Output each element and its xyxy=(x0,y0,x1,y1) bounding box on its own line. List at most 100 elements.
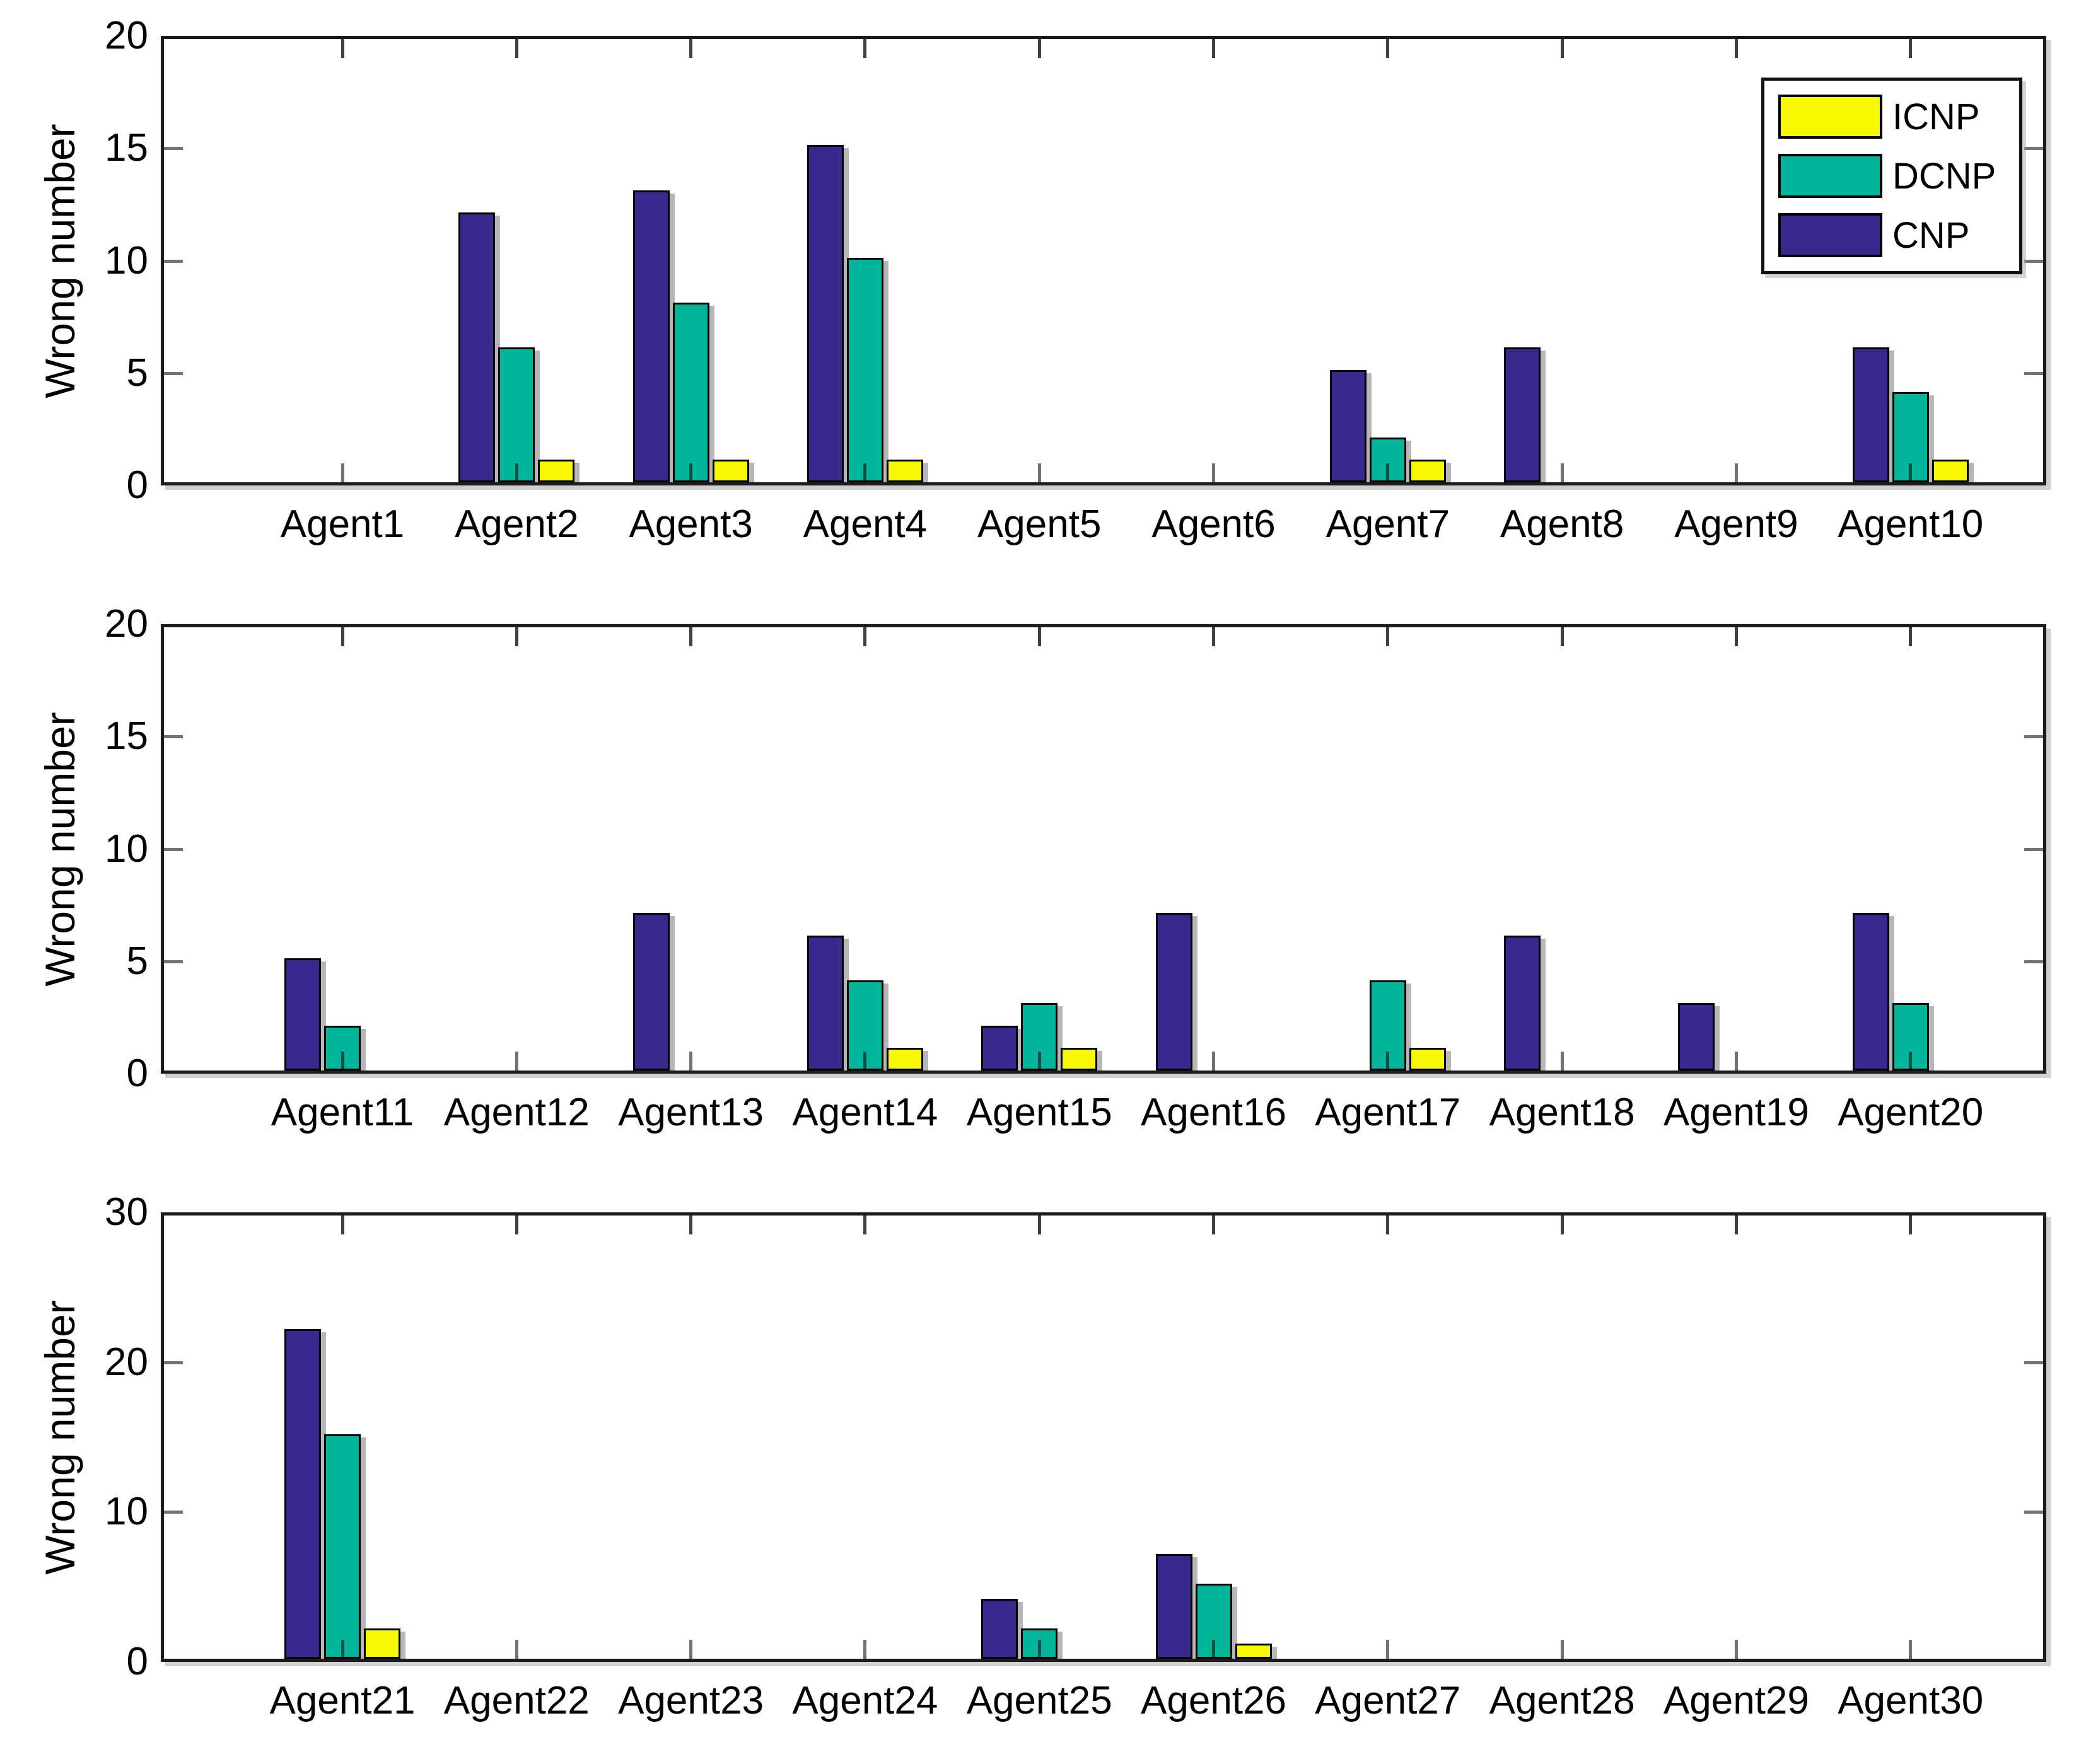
x-tick-mark-top xyxy=(1037,1216,1041,1234)
x-tick-mark-bottom xyxy=(1037,1640,1041,1659)
x-tick-mark-top xyxy=(1909,39,1913,58)
x-tick-mark-bottom xyxy=(1386,1052,1390,1071)
x-tick-mark-bottom xyxy=(1909,463,1913,482)
bar-icnp-agent15 xyxy=(1061,1048,1098,1071)
x-tick-mark-bottom xyxy=(689,1640,693,1659)
y-tick-mark-left xyxy=(164,960,183,963)
x-tick-mark-top xyxy=(341,627,344,646)
x-tick-mark-top xyxy=(1212,1216,1215,1234)
x-tick-mark-bottom xyxy=(1909,1640,1913,1659)
x-tick-mark-top xyxy=(1386,39,1390,58)
x-tick-mark-bottom xyxy=(1386,1640,1390,1659)
x-tick-label: Agent26 xyxy=(1141,1679,1286,1722)
x-tick-label: Agent12 xyxy=(443,1091,590,1134)
bar-cnp-agent14 xyxy=(807,936,844,1071)
x-tick-mark-bottom xyxy=(1212,1052,1215,1071)
x-tick-mark-top xyxy=(341,1216,344,1234)
x-tick-label: Agent4 xyxy=(803,502,928,546)
legend-label-dcnp: DCNP xyxy=(1892,155,1996,197)
x-tick-mark-top xyxy=(863,39,867,58)
bar-dcnp-agent26 xyxy=(1195,1584,1232,1659)
legend-entry-icnp: ICNP xyxy=(1778,87,2019,146)
bar-cnp-agent10 xyxy=(1852,347,1889,482)
x-tick-label: Agent16 xyxy=(1141,1091,1286,1134)
legend-swatch-cnp xyxy=(1778,213,1882,257)
bar-dcnp-agent3 xyxy=(672,302,709,482)
y-tick-mark-left xyxy=(164,259,183,263)
y-tick-label: 5 xyxy=(126,351,148,395)
y-tick-mark-right xyxy=(2024,1511,2043,1514)
x-tick-mark-bottom xyxy=(1909,1052,1913,1071)
bar-icnp-agent10 xyxy=(1932,460,1969,482)
x-tick-mark-top xyxy=(515,39,518,58)
y-tick-mark-right xyxy=(2024,960,2043,963)
y-tick-mark-left xyxy=(164,735,183,739)
y-tick-mark-right xyxy=(2024,259,2043,263)
bar-cnp-agent7 xyxy=(1329,369,1366,482)
y-tick-label: 10 xyxy=(105,1490,148,1534)
bar-cnp-agent4 xyxy=(807,145,844,482)
x-tick-mark-bottom xyxy=(1734,463,1738,482)
x-tick-mark-bottom xyxy=(515,1052,518,1071)
legend: ICNP DCNP CNP xyxy=(1761,78,2022,274)
y-tick-label: 10 xyxy=(105,238,148,282)
x-tick-mark-bottom xyxy=(863,1052,867,1071)
x-tick-label: Agent28 xyxy=(1489,1679,1635,1722)
x-tick-mark-top xyxy=(1386,1216,1390,1234)
x-tick-mark-bottom xyxy=(341,1052,344,1071)
y-tick-label: 20 xyxy=(105,14,148,57)
legend-label-cnp: CNP xyxy=(1892,214,1970,256)
y-tick-mark-left xyxy=(164,371,183,375)
plot-area-border xyxy=(161,624,2046,1074)
x-tick-label: Agent17 xyxy=(1315,1091,1461,1134)
bar-dcnp-agent25 xyxy=(1021,1628,1058,1659)
y-tick-label: 0 xyxy=(126,1052,148,1095)
x-tick-mark-bottom xyxy=(689,463,693,482)
x-tick-label: Agent8 xyxy=(1500,502,1624,546)
bar-cnp-agent18 xyxy=(1504,936,1541,1071)
x-tick-label: Agent13 xyxy=(618,1091,764,1134)
plot-area-border xyxy=(161,36,2046,485)
x-tick-mark-bottom xyxy=(1037,1052,1041,1071)
bar-dcnp-agent21 xyxy=(324,1434,361,1659)
y-tick-label: 15 xyxy=(105,126,148,170)
x-tick-mark-bottom xyxy=(341,463,344,482)
x-tick-mark-top xyxy=(1386,627,1390,646)
y-axis-label: Wrong number xyxy=(37,711,83,987)
x-tick-mark-top xyxy=(341,39,344,58)
x-tick-label: Agent18 xyxy=(1489,1091,1635,1134)
x-tick-mark-top xyxy=(1909,1216,1913,1234)
x-tick-mark-bottom xyxy=(1560,463,1564,482)
x-tick-mark-top xyxy=(1560,1216,1564,1234)
legend-swatch-icnp xyxy=(1778,95,1882,139)
x-tick-mark-bottom xyxy=(863,463,867,482)
bar-dcnp-agent11 xyxy=(324,1025,361,1071)
x-tick-label: Agent14 xyxy=(792,1091,938,1134)
x-tick-mark-bottom xyxy=(689,1052,693,1071)
y-tick-label: 0 xyxy=(126,1640,148,1683)
x-tick-mark-top xyxy=(1037,627,1041,646)
bar-icnp-agent26 xyxy=(1235,1644,1272,1659)
x-tick-label: Agent20 xyxy=(1838,1091,1984,1134)
x-tick-mark-bottom xyxy=(1560,1640,1564,1659)
x-tick-mark-bottom xyxy=(1560,1052,1564,1071)
x-tick-mark-bottom xyxy=(515,463,518,482)
y-axis-label: Wrong number xyxy=(37,1299,83,1575)
x-tick-mark-top xyxy=(1734,1216,1738,1234)
x-tick-mark-top xyxy=(1909,627,1913,646)
bar-cnp-agent13 xyxy=(632,913,670,1071)
x-tick-mark-bottom xyxy=(515,1640,518,1659)
x-tick-label: Agent2 xyxy=(455,502,579,546)
x-tick-label: Agent11 xyxy=(271,1091,414,1134)
x-tick-label: Agent27 xyxy=(1315,1679,1461,1722)
bar-dcnp-agent10 xyxy=(1892,392,1929,482)
bar-dcnp-agent14 xyxy=(846,980,883,1071)
bar-icnp-agent4 xyxy=(886,460,923,482)
x-tick-mark-top xyxy=(1212,39,1215,58)
bar-dcnp-agent7 xyxy=(1369,437,1406,482)
y-tick-label: 5 xyxy=(126,939,148,983)
y-tick-mark-right xyxy=(2024,371,2043,375)
y-tick-mark-right xyxy=(2024,847,2043,851)
bar-cnp-agent26 xyxy=(1155,1553,1192,1659)
